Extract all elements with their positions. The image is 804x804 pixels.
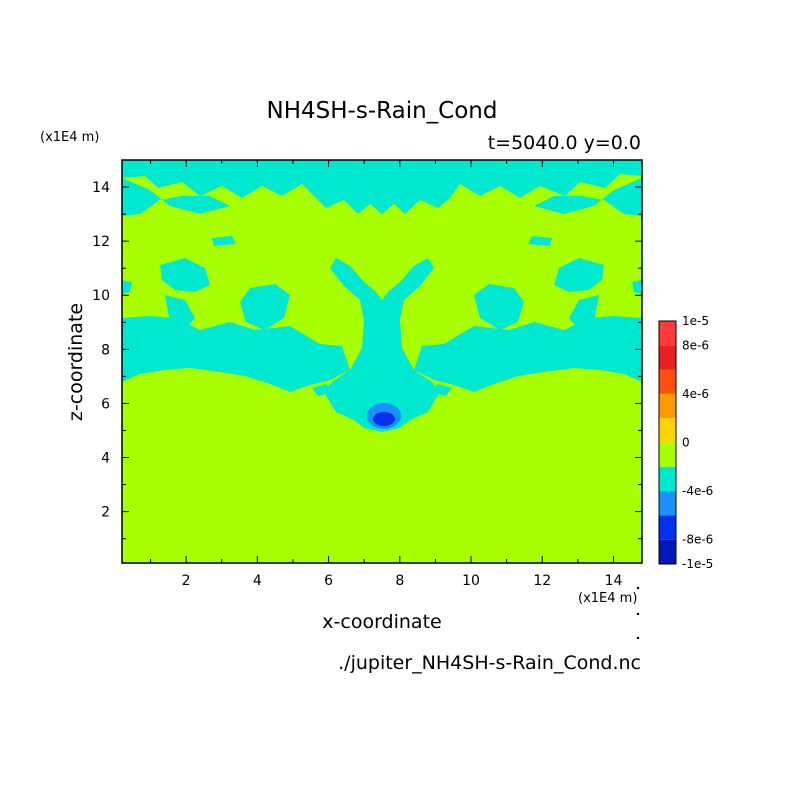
plot-area: 2 4 6 8 10 12 14 2 4 6 8 10 12 14 (92, 159, 643, 589)
x-tick-label: 14 (605, 573, 623, 589)
x-unit-label: (x1E4 m) (578, 591, 637, 606)
y-axis-ticks: 2 4 6 8 10 12 14 (92, 180, 642, 540)
x-tick-label: 10 (462, 573, 480, 589)
colorbar-swatch (659, 515, 676, 540)
x-tick-label: 6 (324, 573, 333, 589)
colorbar-swatch (659, 321, 676, 346)
y-tick-label: 12 (92, 234, 110, 250)
x-axis-label: x-coordinate (322, 611, 441, 633)
colorbar-label: -8e-6 (682, 533, 713, 547)
plot-frame (121, 159, 643, 564)
y-tick-label: 8 (101, 342, 110, 358)
colorbar-label: 1e-5 (682, 314, 709, 328)
contour-region-core (367, 403, 401, 429)
y-unit-label: (x1E4 m) (40, 130, 99, 145)
x-tick-label: 2 (182, 573, 191, 589)
x-tick-label: 12 (533, 573, 551, 589)
colorbar-swatch (659, 418, 676, 443)
colorbar-label: 0 (682, 436, 690, 450)
colorbar-label: -1e-5 (682, 557, 713, 571)
contour-region-negative (122, 160, 642, 432)
colorbar-swatch (659, 466, 676, 492)
x-axis-ticks: 2 4 6 8 10 12 14 (149, 160, 623, 589)
y-tick-label: 14 (92, 180, 110, 196)
y-tick-label: 6 (101, 396, 110, 412)
colorbar-swatch (659, 369, 676, 394)
colorbar-label: 8e-6 (682, 338, 709, 352)
colorbar-swatch (659, 345, 676, 370)
y-axis-label: z-coordinate (65, 303, 87, 421)
y-tick-label: 2 (101, 505, 110, 521)
y-tick-label: 10 (92, 288, 110, 304)
footer-filename: ./jupiter_NH4SH-s-Rain_Cond.nc (338, 652, 641, 674)
colorbar-swatch (659, 393, 676, 419)
x-tick-label: 8 (395, 573, 404, 589)
dot-mark (636, 586, 640, 590)
colorbar-swatch (659, 539, 676, 564)
colorbar-label: -4e-6 (682, 484, 713, 498)
x-tick-label: 4 (253, 573, 262, 589)
colorbar-swatch (659, 442, 676, 467)
chart-subtitle: t=5040.0 y=0.0 (488, 132, 641, 154)
colorbar-swatch (659, 491, 676, 516)
dot-mark (636, 636, 640, 640)
colorbar: 1e-5 8e-6 4e-6 0 -4e-6 -8e-6 -1e-5 (658, 314, 713, 571)
colorbar-frame (658, 320, 677, 565)
colorbar-label: 4e-6 (682, 387, 709, 401)
y-tick-label: 4 (101, 451, 110, 467)
dot-mark (636, 612, 640, 616)
chart-title: NH4SH-s-Rain_Cond (267, 98, 498, 124)
